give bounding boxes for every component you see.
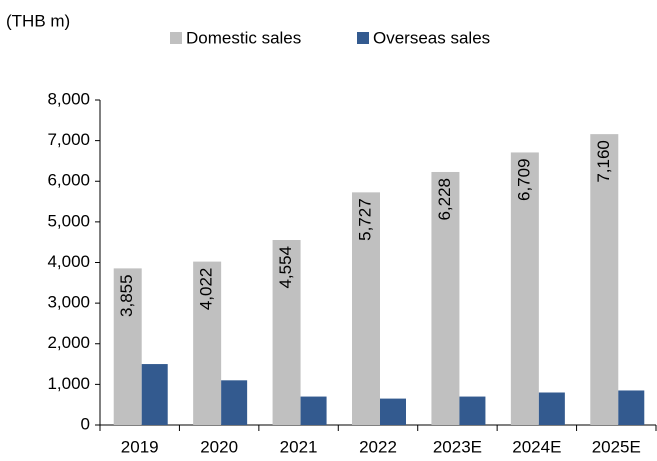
data-label: 5,727	[355, 198, 374, 241]
legend-swatch	[357, 32, 369, 44]
y-tick-label: 2,000	[47, 333, 90, 352]
data-label: 6,228	[435, 178, 454, 221]
bar	[193, 261, 222, 425]
bar	[300, 396, 327, 425]
y-tick-label: 8,000	[47, 89, 90, 108]
data-label: 3,855	[117, 274, 136, 317]
legend-label: Domestic sales	[186, 28, 301, 47]
bar	[352, 192, 380, 425]
bar	[272, 239, 301, 425]
legend-label: Overseas sales	[373, 28, 490, 47]
bar	[113, 268, 142, 425]
data-label: 7,160	[594, 140, 613, 183]
unit-label: (THB m)	[6, 11, 70, 30]
bar	[590, 134, 619, 425]
y-tick-label: 3,000	[47, 293, 90, 312]
bar	[618, 390, 645, 425]
data-label: 6,709	[514, 158, 533, 201]
x-tick-label: 2025E	[592, 437, 641, 456]
x-tick-label: 2019	[121, 437, 159, 456]
y-tick-label: 1,000	[47, 374, 90, 393]
y-tick-label: 5,000	[47, 211, 90, 230]
bar	[141, 364, 168, 425]
x-tick-label: 2022	[359, 437, 397, 456]
x-tick-label: 2020	[200, 437, 238, 456]
bar	[221, 380, 248, 425]
data-label: 4,022	[197, 268, 216, 311]
x-tick-label: 2023E	[433, 437, 482, 456]
bar	[380, 398, 406, 425]
y-tick-label: 6,000	[47, 171, 90, 190]
x-tick-label: 2021	[280, 437, 318, 456]
bar	[538, 392, 565, 425]
y-tick-label: 4,000	[47, 252, 90, 271]
y-tick-label: 0	[81, 414, 90, 433]
bar	[510, 152, 539, 425]
bar	[431, 171, 460, 425]
data-label: 4,554	[276, 246, 295, 289]
x-tick-label: 2024E	[512, 437, 561, 456]
legend-swatch	[170, 32, 182, 44]
bar	[459, 396, 486, 425]
y-tick-label: 7,000	[47, 130, 90, 149]
